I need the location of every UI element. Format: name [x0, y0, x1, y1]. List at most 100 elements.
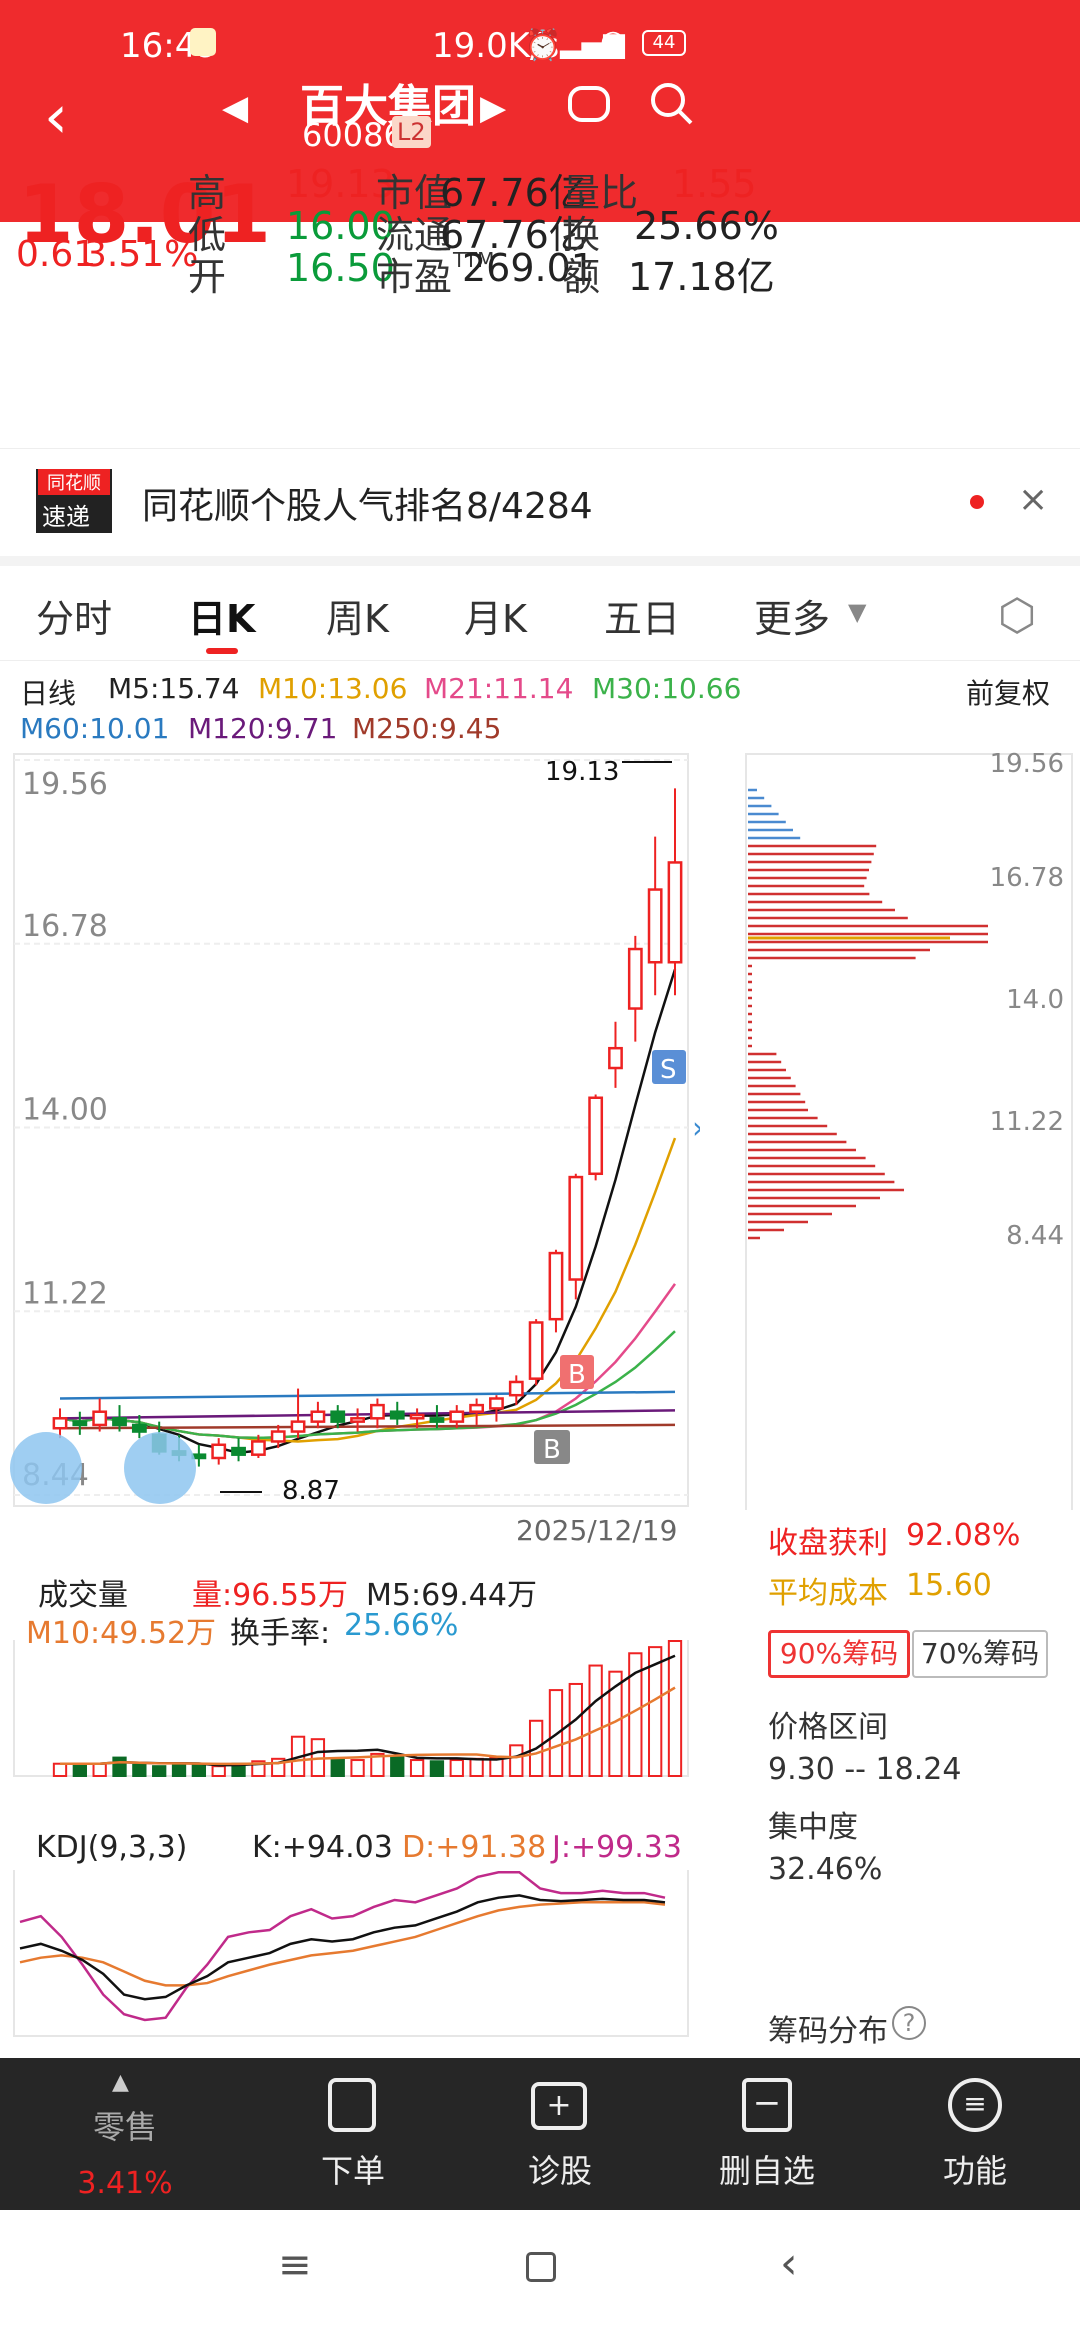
bottom-toolbar: ▲ 零售 3.41% 下单 + 诊股 − 删自选 ≡ 功能: [0, 2058, 1080, 2210]
volume-ratio-label: 量比: [562, 171, 639, 215]
kdj-d-line: [19, 1901, 666, 1987]
tab-daily-k[interactable]: 日K: [188, 597, 256, 641]
date-end-label: 2025/12/19: [516, 1514, 678, 1547]
candle-body: [72, 1420, 88, 1427]
function-label: 功能: [942, 2152, 1007, 2190]
candle-body: [647, 888, 663, 964]
candle-body: [350, 1417, 365, 1423]
candle-body: [429, 1417, 445, 1423]
candle-body: [290, 1420, 306, 1433]
chevron-down-icon[interactable]: ▼: [848, 598, 867, 626]
logo-top-text: 同花顺: [38, 469, 110, 495]
volume-bar: [211, 1765, 226, 1777]
concentration-value: 32.46%: [768, 1852, 883, 1887]
volume-bar: [350, 1759, 365, 1778]
ma10-value: M10:13.06: [258, 672, 408, 705]
tab-monthly-k[interactable]: 月K: [464, 597, 527, 641]
candle-body: [409, 1413, 425, 1420]
amount-value: 17.18亿: [628, 255, 775, 299]
nav-home-icon[interactable]: [526, 2252, 556, 2282]
chip-y-label: 11.22: [990, 1107, 1064, 1137]
high-label: 高: [188, 171, 227, 215]
turnover-rate-value: 25.66%: [344, 1608, 459, 1643]
help-icon[interactable]: ?: [892, 2006, 926, 2040]
profit-label: 收盘获利: [768, 1526, 888, 1561]
volume-bar: [409, 1759, 425, 1778]
nav-back-icon[interactable]: ‹: [780, 2238, 798, 2289]
kdj-j: J:+99.33: [552, 1830, 682, 1865]
candle-body: [469, 1403, 485, 1413]
volume-bar: [191, 1763, 207, 1777]
chip-frame: [745, 753, 1073, 1510]
adjust-mode[interactable]: 前复权: [966, 677, 1051, 710]
kdj-chart: [13, 1870, 689, 2037]
volume-bar: [152, 1765, 167, 1777]
top-header: 16:49 19.0K/s ⏰ ▂▄▆ ◠ 44 ‹ ◀ 百大集团 600865…: [0, 0, 1080, 222]
candle-body: [231, 1446, 246, 1456]
scroll-left-icon: [10, 1432, 82, 1504]
profit-value: 92.08%: [906, 1518, 1021, 1553]
buy-marker: [560, 1355, 594, 1389]
candle-body: [250, 1440, 266, 1456]
search-icon[interactable]: [648, 80, 694, 126]
order-label: 下单: [320, 2152, 385, 2190]
ma120-value: M120:9.71: [188, 712, 338, 745]
ma5-line: [59, 969, 677, 1454]
mcap-value: 67.76亿: [440, 171, 587, 215]
system-nav-bar: ≡ ‹: [0, 2210, 1080, 2340]
candle-body: [568, 1175, 584, 1281]
prev-stock-icon[interactable]: ◀: [222, 88, 249, 128]
remove-icon: −: [742, 2078, 792, 2132]
net-speed: 19.0K/s: [432, 26, 560, 66]
buy-marker-gray: [534, 1430, 570, 1464]
price-range-label: 价格区间: [768, 1710, 888, 1745]
candlestick-chart[interactable]: 19.5616.7814.0011.228.442025/11/1219.138…: [0, 750, 700, 1510]
chart-frame: [13, 753, 689, 1507]
tab-intraday[interactable]: 分时: [36, 597, 113, 641]
nav-menu-icon[interactable]: ≡: [278, 2242, 312, 2288]
chip-70-button[interactable]: 70%筹码: [912, 1630, 1048, 1678]
volume-chart: [13, 1640, 689, 1778]
sell-marker-label: S: [660, 1055, 677, 1085]
diagnose-button[interactable]: + 诊股: [485, 2058, 635, 2210]
ma60-value: M60:10.01: [20, 712, 170, 745]
kdj-frame: [13, 1870, 689, 2037]
volume-bar: [429, 1760, 445, 1778]
volume-title[interactable]: 成交量: [38, 1578, 128, 1613]
kdj-title[interactable]: KDJ(9,3,3): [36, 1830, 188, 1865]
close-icon[interactable]: ×: [1018, 479, 1049, 520]
candle-body: [667, 861, 683, 964]
candle-body: [627, 947, 643, 1010]
diagnose-icon: +: [531, 2082, 587, 2130]
avg-cost-label: 平均成本: [768, 1576, 888, 1611]
expand-arrow-icon: »: [692, 1111, 700, 1146]
volume-bar: [469, 1757, 484, 1778]
high-value: 19.13: [286, 162, 395, 206]
diagnose-label: 诊股: [527, 2152, 592, 2190]
back-arrow-icon[interactable]: ‹: [44, 82, 68, 152]
order-button[interactable]: 下单: [278, 2058, 428, 2210]
price-change: 0.61: [16, 234, 97, 275]
pe-label: 市盈: [376, 255, 453, 299]
news-dot: [970, 495, 984, 509]
news-banner[interactable]: 同花顺 速递 同花顺个股人气排名8/4284 ×: [0, 448, 1080, 552]
robot-icon[interactable]: [568, 86, 610, 122]
ma5-value: M5:15.74: [108, 672, 240, 705]
settings-icon[interactable]: ⬡: [998, 590, 1037, 641]
volume-m5: M5:69.44万: [366, 1578, 537, 1613]
logo-bottom-text: 速递: [42, 503, 90, 531]
next-stock-icon[interactable]: ▶: [480, 88, 507, 128]
function-button[interactable]: ≡ 功能: [900, 2058, 1050, 2210]
retail-button[interactable]: ▲ 零售 3.41%: [50, 2058, 200, 2210]
candle-body: [330, 1410, 346, 1423]
volume-bar: [171, 1762, 187, 1777]
wifi-icon: ◠: [600, 24, 627, 59]
chip-dist-label: 筹码分布: [768, 2014, 888, 2049]
tab-more[interactable]: 更多: [754, 597, 831, 641]
chip-90-button[interactable]: 90%筹码: [768, 1630, 910, 1678]
tab-five-day[interactable]: 五日: [604, 597, 681, 641]
ma250-value: M250:9.45: [352, 712, 502, 745]
candle-body: [211, 1443, 227, 1460]
tab-weekly-k[interactable]: 周K: [326, 597, 389, 641]
remove-watchlist-button[interactable]: − 删自选: [692, 2058, 842, 2210]
